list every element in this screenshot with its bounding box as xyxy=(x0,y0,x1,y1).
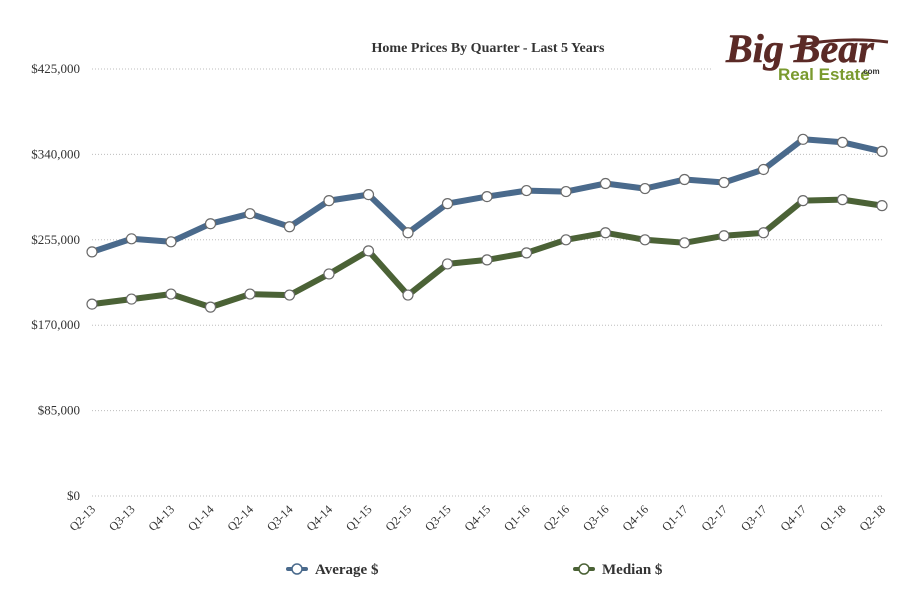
legend-label: Median $ xyxy=(602,562,663,578)
x-tick-label: Q4-16 xyxy=(620,502,652,534)
data-point xyxy=(599,177,612,190)
logo-line1: Big Bear xyxy=(725,26,874,71)
legend-item-2: Median $ xyxy=(573,562,663,578)
x-tick-label: Q3-13 xyxy=(106,502,138,534)
x-tick-label: Q1-15 xyxy=(343,502,375,534)
data-point xyxy=(165,288,177,300)
data-point xyxy=(876,145,888,157)
legend-label: Average $ xyxy=(315,562,379,578)
series-1 xyxy=(86,133,888,258)
legend-marker xyxy=(578,563,590,575)
series-group xyxy=(86,133,888,313)
data-point xyxy=(362,245,375,257)
x-tick-label: Q1-18 xyxy=(817,502,849,534)
data-point xyxy=(481,254,493,266)
data-point xyxy=(165,236,177,248)
data-point xyxy=(718,176,730,189)
data-point xyxy=(204,218,217,230)
y-tick-label: $425,000 xyxy=(31,61,80,76)
x-tick-label: Q4-13 xyxy=(146,502,178,534)
data-point xyxy=(323,268,335,280)
data-point xyxy=(520,247,533,259)
data-point xyxy=(402,227,414,239)
x-tick-label: Q4-14 xyxy=(304,502,336,534)
logo-suffix: .com xyxy=(861,67,880,76)
data-point xyxy=(520,184,533,197)
legend-marker xyxy=(291,563,303,575)
data-point xyxy=(876,200,888,212)
data-point xyxy=(678,237,691,249)
data-point xyxy=(441,258,454,270)
data-point xyxy=(639,182,651,195)
legend-item-1: Average $ xyxy=(286,562,379,578)
gridlines xyxy=(92,68,882,497)
y-tick-label: $340,000 xyxy=(31,146,80,161)
x-tick-label: Q2-18 xyxy=(857,502,889,534)
data-point xyxy=(244,288,256,300)
series-line xyxy=(89,196,885,311)
x-tick-label: Q4-15 xyxy=(462,502,494,534)
data-point xyxy=(402,289,414,301)
data-point xyxy=(757,227,770,239)
data-point xyxy=(204,301,217,313)
data-point xyxy=(125,293,138,305)
data-point xyxy=(283,221,296,233)
x-tick-label: Q4-17 xyxy=(778,502,810,534)
data-point xyxy=(836,136,849,148)
y-axis: $0 $85,000 $170,000 $255,000 $340,000 $425,00… xyxy=(31,61,80,503)
data-point xyxy=(481,190,493,203)
data-point xyxy=(441,198,454,210)
data-point xyxy=(560,185,572,198)
data-point xyxy=(639,234,651,246)
data-point xyxy=(323,195,335,207)
data-point xyxy=(599,227,612,239)
data-point xyxy=(125,233,138,245)
y-tick-label: $170,000 xyxy=(31,317,80,332)
y-tick-label: $255,000 xyxy=(31,232,80,247)
data-point xyxy=(757,163,770,176)
x-tick-label: Q3-15 xyxy=(422,502,454,534)
series-2 xyxy=(86,194,888,313)
data-point xyxy=(797,195,809,207)
x-tick-label: Q2-16 xyxy=(541,502,573,534)
x-tick-label: Q1-16 xyxy=(501,502,533,534)
data-point xyxy=(86,246,98,258)
x-tick-label: Q2-14 xyxy=(225,502,257,534)
data-point xyxy=(362,188,375,201)
data-point xyxy=(283,289,296,301)
data-point xyxy=(560,234,572,246)
logo-line2: Real Estate xyxy=(778,65,870,84)
data-point xyxy=(718,230,730,242)
x-tick-label: Q2-15 xyxy=(383,502,415,534)
data-point xyxy=(86,298,98,310)
data-point xyxy=(244,208,256,220)
chart-title: Home Prices By Quarter - Last 5 Years xyxy=(372,41,605,56)
x-axis: Q2-13 Q3-13 Q4-13 Q1-14 Q2-14 Q3-14 Q4-14 Q1-15… xyxy=(67,502,889,534)
legend: Average $ Median $ xyxy=(286,562,663,578)
x-tick-label: Q1-14 xyxy=(185,502,217,534)
y-tick-label: $0 xyxy=(67,488,80,503)
data-point xyxy=(797,133,809,145)
data-point xyxy=(836,194,849,206)
y-tick-label: $85,000 xyxy=(38,403,80,418)
x-tick-label: Q3-14 xyxy=(264,502,296,534)
data-point xyxy=(678,173,691,186)
x-tick-label: Q3-16 xyxy=(580,502,612,534)
x-tick-label: Q2-13 xyxy=(67,502,99,534)
logo: Big Bear Real Estate .com xyxy=(725,26,889,84)
logo-swoosh xyxy=(789,38,889,49)
x-tick-label: Q1-17 xyxy=(659,502,691,534)
x-tick-label: Q3-17 xyxy=(738,502,770,534)
x-tick-label: Q2-17 xyxy=(699,502,731,534)
